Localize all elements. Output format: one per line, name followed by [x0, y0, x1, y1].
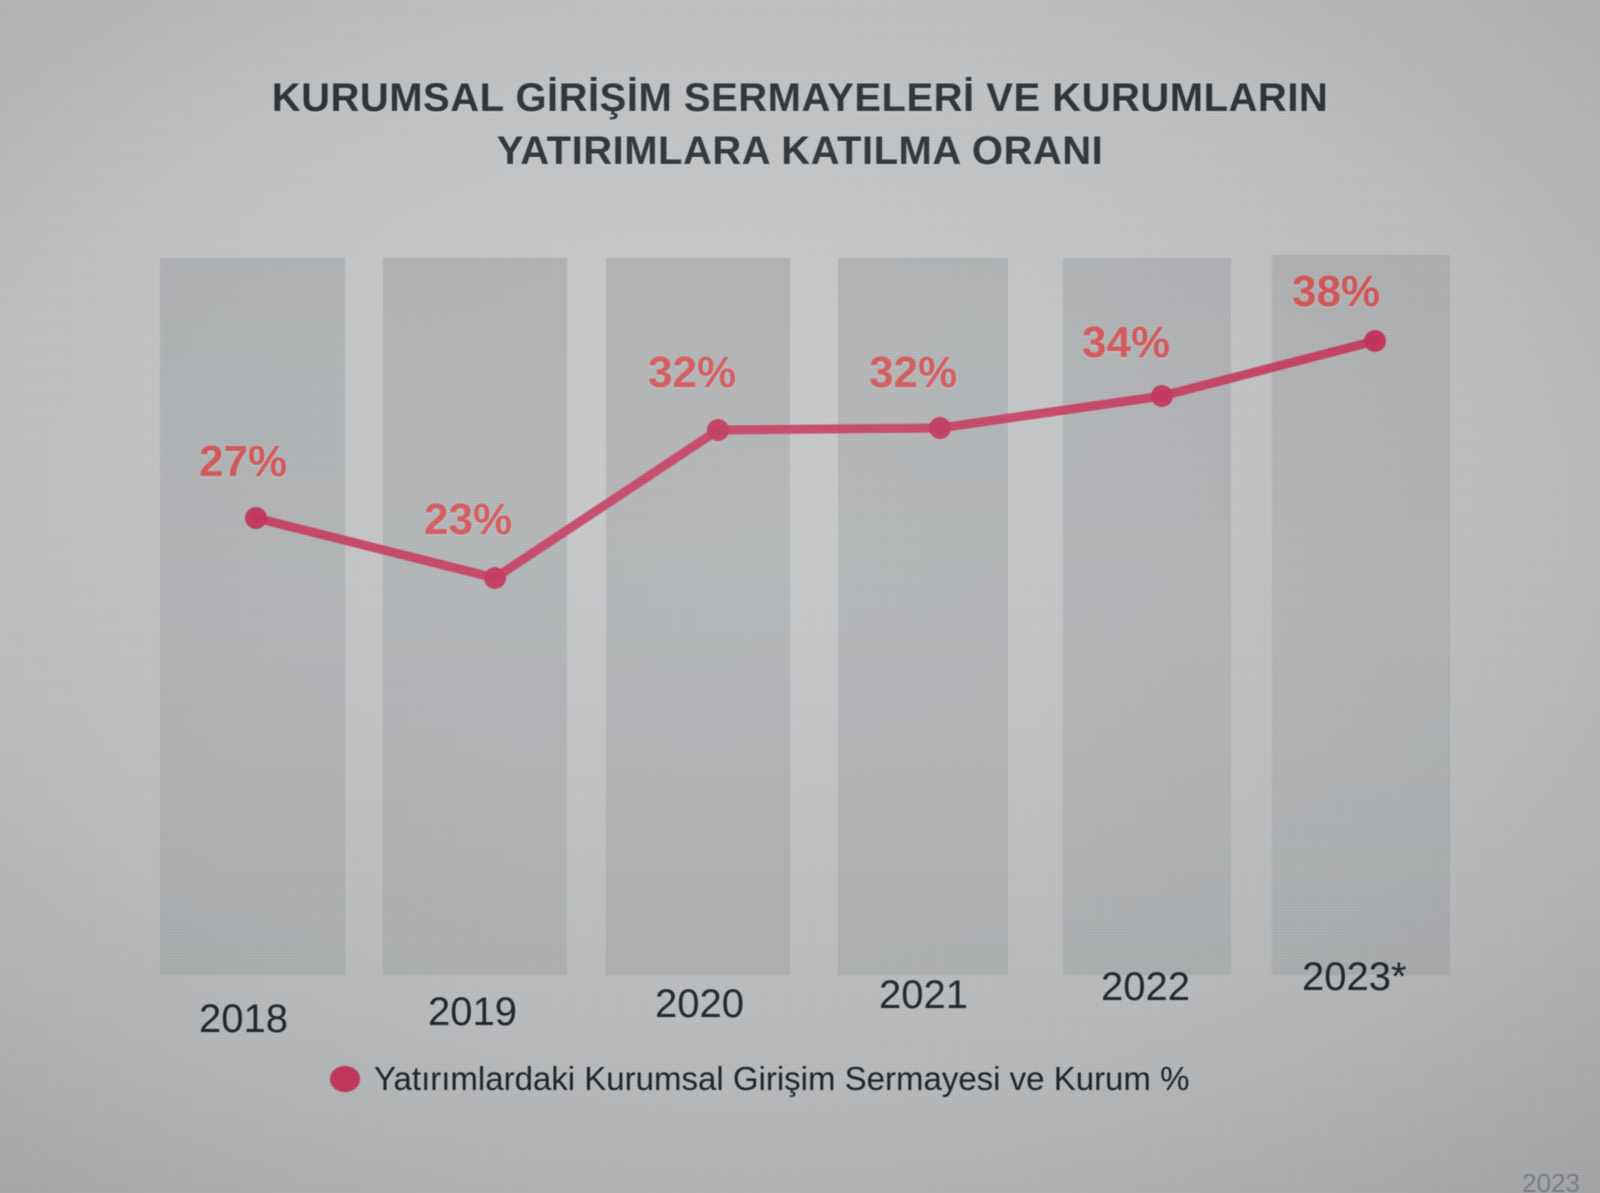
value-label-2018: 27%: [199, 437, 288, 486]
value-label-2019: 23%: [424, 495, 513, 544]
chart-title-line-1: KURUMSAL GİRİŞİM SERMAYELERİ VE KURUMLAR…: [271, 76, 1329, 120]
x-axis-label-2019: 2019: [428, 990, 517, 1034]
x-axis-label-2022: 2022: [1101, 965, 1190, 1009]
x-axis-label-2021: 2021: [879, 973, 968, 1017]
value-label-2022: 34%: [1082, 318, 1171, 367]
footer-note: 2023: [1522, 1168, 1580, 1193]
value-label-2023: 38%: [1292, 267, 1381, 316]
category-band-2019: [383, 258, 567, 975]
legend-marker-icon: [330, 1066, 360, 1092]
chart-legend: Yatırımlardaki Kurumsal Girişim Sermayes…: [330, 1060, 1189, 1098]
x-axis-label-2020: 2020: [655, 982, 744, 1026]
value-label-2020: 32%: [648, 348, 737, 397]
chart-title-line-2: YATIRIMLARA KATILMA ORANI: [496, 128, 1104, 173]
x-axis-label-2018: 2018: [199, 997, 288, 1041]
category-band-2018: [160, 258, 345, 975]
category-band-2023: [1272, 255, 1450, 975]
legend-label: Yatırımlardaki Kurumsal Girişim Sermayes…: [374, 1060, 1190, 1097]
chart-title: KURUMSAL GİRİŞİM SERMAYELERİ VE KURUMLAR…: [0, 72, 1600, 178]
value-label-2021: 32%: [869, 348, 958, 397]
x-axis-label-2023: 2023*: [1302, 955, 1407, 999]
